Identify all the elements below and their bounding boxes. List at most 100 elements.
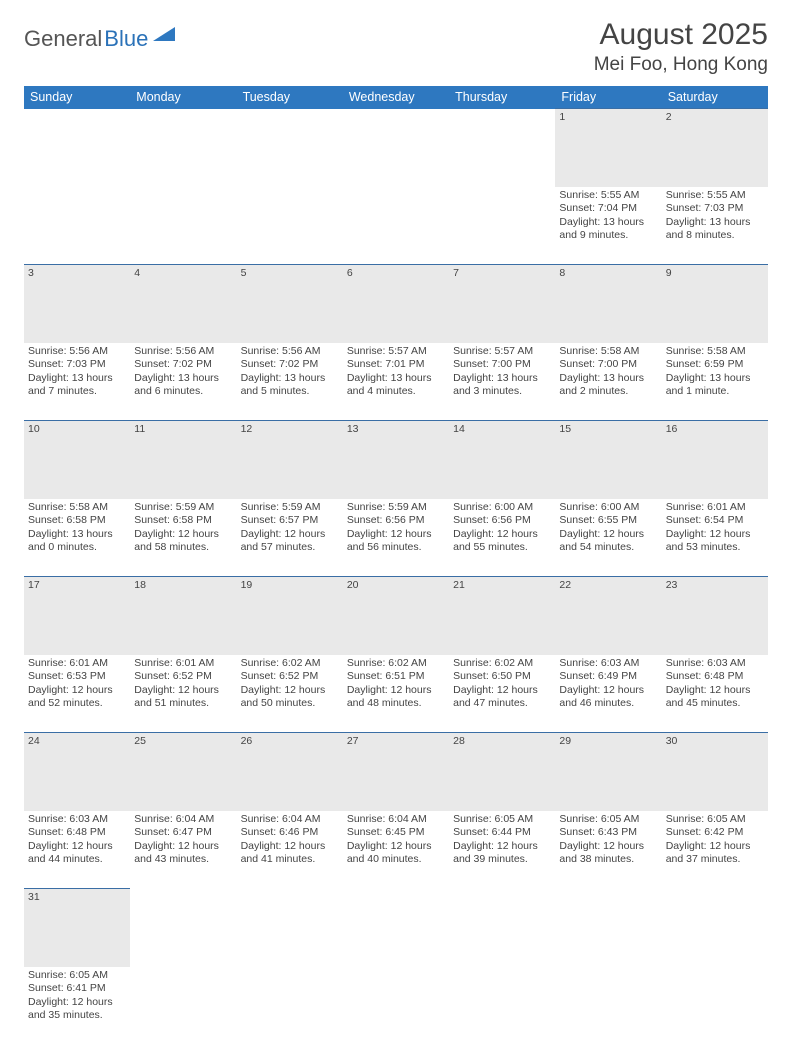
day-number-cell: 4 bbox=[130, 265, 236, 343]
day-day1: Daylight: 12 hours bbox=[666, 840, 764, 854]
day-sunrise: Sunrise: 5:57 AM bbox=[453, 345, 551, 359]
day-detail-cell bbox=[237, 187, 343, 265]
day-number-cell: 17 bbox=[24, 577, 130, 655]
day-number-cell: 19 bbox=[237, 577, 343, 655]
day-detail-row: Sunrise: 5:58 AMSunset: 6:58 PMDaylight:… bbox=[24, 499, 768, 577]
day-sunrise: Sunrise: 6:04 AM bbox=[347, 813, 445, 827]
day-number-cell: 5 bbox=[237, 265, 343, 343]
day-number-cell: 6 bbox=[343, 265, 449, 343]
day-day2: and 35 minutes. bbox=[28, 1009, 126, 1023]
day-detail-cell: Sunrise: 6:04 AMSunset: 6:45 PMDaylight:… bbox=[343, 811, 449, 889]
day-number-cell: 2 bbox=[662, 109, 768, 187]
calendar-table: Sunday Monday Tuesday Wednesday Thursday… bbox=[24, 86, 768, 1045]
day-detail-cell: Sunrise: 6:02 AMSunset: 6:50 PMDaylight:… bbox=[449, 655, 555, 733]
day-day2: and 1 minute. bbox=[666, 385, 764, 399]
day-sunset: Sunset: 6:58 PM bbox=[134, 514, 232, 528]
day-day2: and 38 minutes. bbox=[559, 853, 657, 867]
day-detail-row: Sunrise: 6:05 AMSunset: 6:41 PMDaylight:… bbox=[24, 967, 768, 1045]
day-day1: Daylight: 12 hours bbox=[347, 684, 445, 698]
day-day1: Daylight: 12 hours bbox=[559, 840, 657, 854]
day-day2: and 37 minutes. bbox=[666, 853, 764, 867]
day-detail-cell: Sunrise: 5:59 AMSunset: 6:56 PMDaylight:… bbox=[343, 499, 449, 577]
logo-text-general: General bbox=[24, 26, 102, 52]
day-number-cell bbox=[343, 889, 449, 967]
day-sunrise: Sunrise: 5:58 AM bbox=[559, 345, 657, 359]
day-day1: Daylight: 12 hours bbox=[28, 840, 126, 854]
day-day1: Daylight: 12 hours bbox=[134, 840, 232, 854]
day-day2: and 47 minutes. bbox=[453, 697, 551, 711]
page-header: General Blue August 2025 Mei Foo, Hong K… bbox=[24, 18, 768, 76]
day-day2: and 7 minutes. bbox=[28, 385, 126, 399]
day-sunset: Sunset: 6:45 PM bbox=[347, 826, 445, 840]
day-day2: and 51 minutes. bbox=[134, 697, 232, 711]
day-sunset: Sunset: 6:56 PM bbox=[453, 514, 551, 528]
day-sunset: Sunset: 7:04 PM bbox=[559, 202, 657, 216]
day-day2: and 55 minutes. bbox=[453, 541, 551, 555]
day-day2: and 56 minutes. bbox=[347, 541, 445, 555]
day-sunrise: Sunrise: 5:56 AM bbox=[241, 345, 339, 359]
day-number-cell: 9 bbox=[662, 265, 768, 343]
day-day2: and 41 minutes. bbox=[241, 853, 339, 867]
day-number-cell: 8 bbox=[555, 265, 661, 343]
day-sunset: Sunset: 7:02 PM bbox=[134, 358, 232, 372]
day-detail-cell bbox=[662, 967, 768, 1045]
day-sunset: Sunset: 6:55 PM bbox=[559, 514, 657, 528]
day-number-cell bbox=[24, 109, 130, 187]
day-day2: and 43 minutes. bbox=[134, 853, 232, 867]
day-sunrise: Sunrise: 6:04 AM bbox=[241, 813, 339, 827]
day-number-cell bbox=[130, 109, 236, 187]
day-sunrise: Sunrise: 6:02 AM bbox=[453, 657, 551, 671]
day-detail-cell bbox=[555, 967, 661, 1045]
day-detail-cell: Sunrise: 6:03 AMSunset: 6:48 PMDaylight:… bbox=[24, 811, 130, 889]
day-day1: Daylight: 12 hours bbox=[453, 684, 551, 698]
day-day2: and 2 minutes. bbox=[559, 385, 657, 399]
day-sunset: Sunset: 6:51 PM bbox=[347, 670, 445, 684]
weekday-header: Tuesday bbox=[237, 86, 343, 109]
day-sunrise: Sunrise: 6:05 AM bbox=[666, 813, 764, 827]
day-sunset: Sunset: 7:02 PM bbox=[241, 358, 339, 372]
day-day1: Daylight: 12 hours bbox=[241, 684, 339, 698]
day-sunrise: Sunrise: 5:59 AM bbox=[241, 501, 339, 515]
day-sunset: Sunset: 7:00 PM bbox=[453, 358, 551, 372]
day-detail-cell: Sunrise: 5:55 AMSunset: 7:03 PMDaylight:… bbox=[662, 187, 768, 265]
day-detail-cell: Sunrise: 5:59 AMSunset: 6:58 PMDaylight:… bbox=[130, 499, 236, 577]
day-day1: Daylight: 12 hours bbox=[134, 528, 232, 542]
day-day1: Daylight: 12 hours bbox=[559, 528, 657, 542]
weekday-header: Sunday bbox=[24, 86, 130, 109]
day-day2: and 48 minutes. bbox=[347, 697, 445, 711]
day-day1: Daylight: 13 hours bbox=[347, 372, 445, 386]
day-detail-cell: Sunrise: 6:05 AMSunset: 6:42 PMDaylight:… bbox=[662, 811, 768, 889]
day-day1: Daylight: 12 hours bbox=[666, 684, 764, 698]
day-number-cell: 20 bbox=[343, 577, 449, 655]
day-sunset: Sunset: 6:46 PM bbox=[241, 826, 339, 840]
day-number-row: 3456789 bbox=[24, 265, 768, 343]
day-sunrise: Sunrise: 6:00 AM bbox=[453, 501, 551, 515]
day-number-cell: 30 bbox=[662, 733, 768, 811]
day-number-row: 24252627282930 bbox=[24, 733, 768, 811]
day-day1: Daylight: 13 hours bbox=[28, 528, 126, 542]
day-detail-cell bbox=[237, 967, 343, 1045]
day-sunrise: Sunrise: 5:58 AM bbox=[666, 345, 764, 359]
day-sunrise: Sunrise: 5:58 AM bbox=[28, 501, 126, 515]
day-day2: and 57 minutes. bbox=[241, 541, 339, 555]
day-sunset: Sunset: 6:54 PM bbox=[666, 514, 764, 528]
day-sunset: Sunset: 6:49 PM bbox=[559, 670, 657, 684]
day-number-cell: 25 bbox=[130, 733, 236, 811]
day-number-cell: 26 bbox=[237, 733, 343, 811]
day-detail-cell: Sunrise: 5:55 AMSunset: 7:04 PMDaylight:… bbox=[555, 187, 661, 265]
day-sunrise: Sunrise: 6:01 AM bbox=[28, 657, 126, 671]
day-day1: Daylight: 13 hours bbox=[241, 372, 339, 386]
day-number-cell bbox=[130, 889, 236, 967]
weekday-header: Friday bbox=[555, 86, 661, 109]
day-day1: Daylight: 13 hours bbox=[666, 372, 764, 386]
title-location: Mei Foo, Hong Kong bbox=[594, 54, 768, 76]
day-sunset: Sunset: 6:53 PM bbox=[28, 670, 126, 684]
day-detail-cell bbox=[343, 187, 449, 265]
day-sunset: Sunset: 6:52 PM bbox=[241, 670, 339, 684]
day-day1: Daylight: 12 hours bbox=[28, 996, 126, 1010]
day-sunrise: Sunrise: 6:02 AM bbox=[347, 657, 445, 671]
day-day2: and 44 minutes. bbox=[28, 853, 126, 867]
day-number-cell: 10 bbox=[24, 421, 130, 499]
day-day2: and 8 minutes. bbox=[666, 229, 764, 243]
day-number-row: 10111213141516 bbox=[24, 421, 768, 499]
